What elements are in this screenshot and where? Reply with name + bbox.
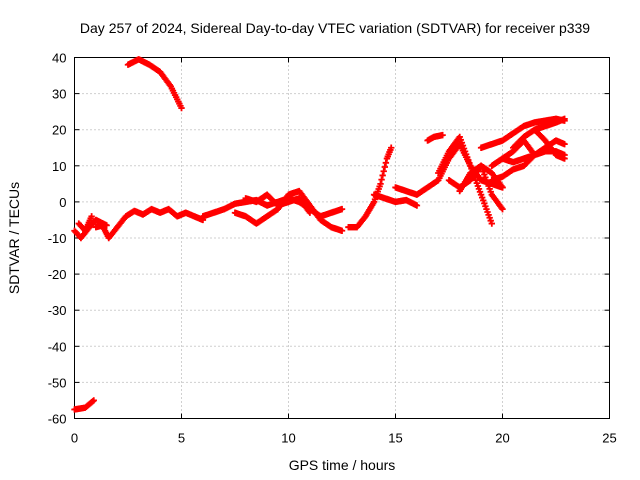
data-points xyxy=(71,56,568,413)
y-tick-label: -60 xyxy=(48,412,67,427)
series-track-l xyxy=(424,131,446,144)
data-point xyxy=(413,202,421,209)
chart-title: Day 257 of 2024, Sidereal Day-to-day VTE… xyxy=(80,20,590,36)
x-tick-labels: 0 5 10 15 20 25 xyxy=(71,431,617,446)
data-point xyxy=(178,104,185,112)
data-point xyxy=(382,159,390,166)
data-point xyxy=(499,184,506,191)
series-track-g xyxy=(231,187,346,234)
data-point xyxy=(338,227,346,234)
data-point xyxy=(306,209,314,216)
data-point xyxy=(89,398,96,405)
series-track-h xyxy=(242,191,314,216)
series-track-a xyxy=(71,397,97,413)
x-tick-label: 10 xyxy=(281,431,295,446)
data-point xyxy=(378,176,385,183)
x-tick-label: 15 xyxy=(388,431,402,446)
y-tick-label: 0 xyxy=(59,195,66,210)
data-point xyxy=(488,220,495,227)
y-tick-labels: -60 -50 -40 -30 -20 -10 0 10 20 30 40 xyxy=(48,51,67,427)
y-tick-label: -10 xyxy=(48,231,67,246)
series-track-i xyxy=(345,144,395,231)
y-tick-label: 30 xyxy=(52,87,66,102)
y-tick-label: 40 xyxy=(52,51,66,66)
data-point xyxy=(379,172,386,179)
data-point xyxy=(561,140,568,148)
series-track-p xyxy=(477,115,568,151)
x-tick-label: 0 xyxy=(71,431,78,446)
series-track-d xyxy=(92,205,207,242)
data-point xyxy=(561,155,568,162)
y-tick-label: -40 xyxy=(48,339,67,354)
data-point xyxy=(380,168,387,175)
data-point xyxy=(338,205,346,213)
series-track-j xyxy=(370,191,421,209)
y-axis-label: SDTVAR / TECUs xyxy=(6,182,22,294)
data-point xyxy=(88,213,95,220)
data-point xyxy=(561,115,568,123)
data-point xyxy=(377,180,384,188)
x-axis-label: GPS time / hours xyxy=(289,457,396,473)
y-tick-label: 20 xyxy=(52,123,66,138)
y-tick-label: -30 xyxy=(48,303,67,318)
x-tick-label: 20 xyxy=(495,431,509,446)
grid xyxy=(74,57,610,419)
data-point xyxy=(388,144,395,151)
data-point xyxy=(90,397,97,404)
series-track-u xyxy=(531,115,568,133)
data-point xyxy=(439,131,446,139)
series-track-b xyxy=(71,216,110,242)
axis-ticks xyxy=(74,57,610,419)
series-track-e xyxy=(124,56,185,112)
y-tick-label: -50 xyxy=(48,375,67,390)
series-track-c xyxy=(75,213,95,234)
y-tick-label: 10 xyxy=(52,159,66,174)
x-tick-label: 25 xyxy=(602,431,616,446)
series-track-t xyxy=(510,126,568,162)
series-track-o xyxy=(456,162,506,213)
y-tick-label: -20 xyxy=(48,267,67,282)
data-point xyxy=(381,163,388,171)
x-tick-label: 5 xyxy=(178,431,185,446)
data-point xyxy=(499,205,506,213)
